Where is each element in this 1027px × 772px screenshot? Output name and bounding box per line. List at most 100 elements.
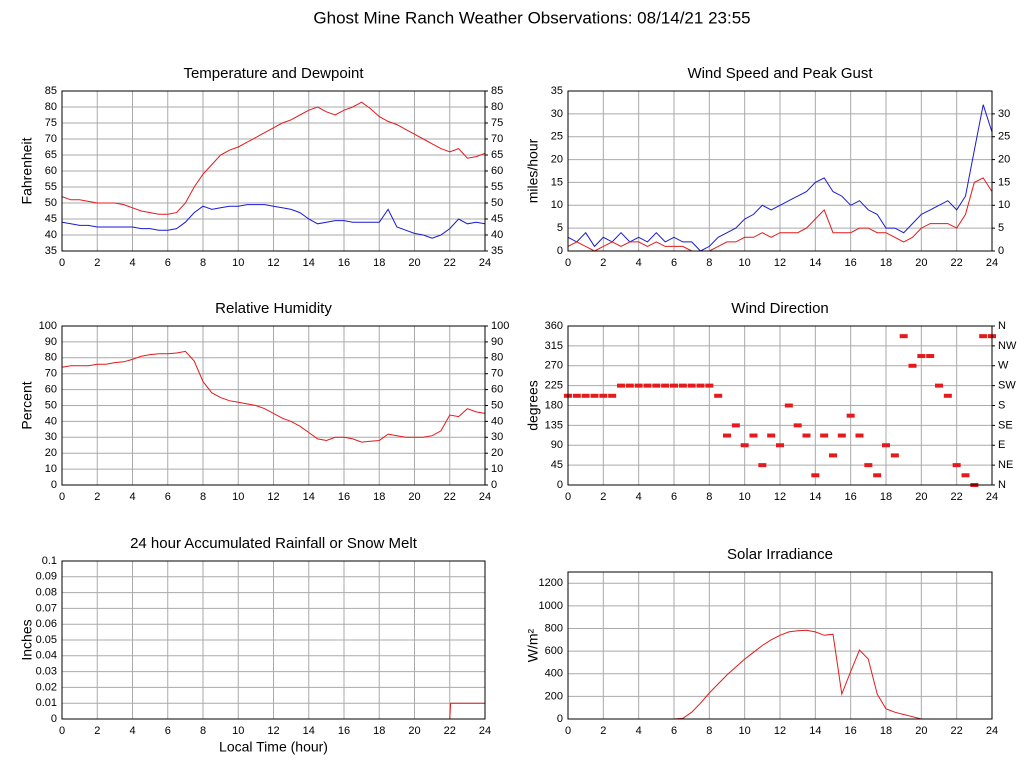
data-point: [935, 383, 943, 388]
y-tick-label: 45: [45, 213, 57, 225]
y-tick-label: 800: [545, 622, 563, 634]
data-point: [608, 393, 617, 398]
y-tick-label: 100: [39, 320, 57, 332]
data-point: [952, 463, 961, 468]
y2-tick-label: 60: [491, 384, 503, 396]
y-tick-label: 0: [51, 713, 57, 725]
plot-frame: [567, 325, 993, 486]
chart-title: Relative Humidity: [215, 300, 332, 317]
data-point: [943, 393, 952, 398]
y-tick-label: 20: [45, 447, 57, 459]
x-tick-label: 20: [408, 257, 420, 269]
y-tick-label: 0.04: [36, 650, 57, 662]
x-tick-label: 22: [951, 257, 963, 269]
y-tick-label: 5: [557, 222, 563, 234]
y-tick-label: 0.01: [36, 697, 57, 709]
y2-tick-label: E: [998, 439, 1005, 451]
x-tick-label: 18: [373, 491, 385, 503]
y-tick-label: 35: [45, 245, 57, 257]
x-tick-label: 16: [338, 491, 350, 503]
y2-tick-label: 40: [491, 415, 503, 427]
x-tick-label: 0: [565, 257, 571, 269]
y-tick-label: 0.09: [36, 571, 57, 583]
y2-tick-label: NE: [998, 459, 1013, 471]
x-tick-label: 24: [479, 491, 491, 503]
x-tick-label: 14: [809, 725, 821, 737]
y2-tick-label: W: [998, 360, 1009, 372]
y2-tick-label: N: [998, 320, 1006, 332]
y-tick-label: 0.07: [36, 602, 57, 614]
x-tick-label: 18: [880, 725, 892, 737]
x-tick-label: 20: [915, 725, 927, 737]
y-tick-label: 10: [551, 199, 563, 211]
y2-tick-label: 80: [491, 101, 503, 113]
x-tick-label: 24: [986, 257, 998, 269]
data-line: [61, 350, 486, 443]
plot-frame: [61, 325, 486, 486]
y-tick-label: 0: [557, 713, 563, 725]
y-tick-label: 65: [45, 149, 57, 161]
data-point: [776, 443, 784, 448]
y-axis-label: degrees: [525, 380, 541, 431]
data-point: [908, 363, 917, 368]
x-tick-label: 24: [986, 491, 998, 503]
y2-tick-label: 10: [998, 199, 1010, 211]
x-tick-label: 12: [267, 491, 279, 503]
y2-tick-label: 0: [491, 479, 497, 491]
x-tick-label: 2: [600, 725, 606, 737]
y2-tick-label: 30: [491, 431, 503, 443]
data-line: [61, 204, 486, 239]
x-tick-label: 4: [129, 491, 135, 503]
y-tick-label: 40: [45, 229, 57, 241]
y2-tick-label: 40: [491, 229, 503, 241]
y2-tick-label: 70: [491, 133, 503, 145]
y-axis-label: Inches: [19, 619, 35, 660]
x-tick-label: 10: [232, 491, 244, 503]
x-tick-label: 18: [373, 257, 385, 269]
y2-tick-label: 70: [491, 368, 503, 380]
y2-tick-label: 20: [491, 447, 503, 459]
x-tick-label: 10: [739, 257, 751, 269]
x-tick-label: 6: [671, 725, 677, 737]
data-point: [714, 393, 723, 398]
data-point: [723, 433, 731, 438]
y-tick-label: 40: [45, 415, 57, 427]
x-tick-label: 20: [915, 491, 927, 503]
x-tick-label: 14: [809, 491, 821, 503]
plot-frame: [567, 571, 993, 720]
data-point: [678, 383, 687, 388]
x-tick-label: 4: [636, 491, 642, 503]
x-tick-label: 2: [94, 725, 100, 737]
x-tick-label: 6: [165, 725, 171, 737]
x-tick-label: 4: [636, 725, 642, 737]
y-tick-label: 0.05: [36, 634, 57, 646]
y-tick-label: 10: [45, 463, 57, 475]
y-tick-label: 0: [557, 479, 563, 491]
x-tick-label: 2: [94, 491, 100, 503]
y-tick-label: 135: [545, 419, 563, 431]
x-tick-label: 8: [706, 257, 712, 269]
x-tick-label: 2: [94, 257, 100, 269]
x-tick-label: 20: [408, 725, 420, 737]
data-point: [652, 383, 661, 388]
data-point: [643, 383, 652, 388]
x-tick-label: 18: [880, 491, 892, 503]
y-tick-label: 0: [51, 479, 57, 491]
data-line: [567, 177, 993, 252]
x-tick-label: 22: [444, 257, 456, 269]
x-tick-label: 24: [986, 725, 998, 737]
y-tick-label: 0.1: [42, 555, 57, 567]
data-point: [705, 383, 714, 388]
y2-tick-label: 100: [491, 320, 509, 332]
x-tick-label: 20: [408, 491, 420, 503]
x-tick-label: 0: [59, 257, 65, 269]
y2-tick-label: 80: [491, 352, 503, 364]
data-point: [979, 334, 988, 339]
y-tick-label: 0: [557, 245, 563, 257]
y2-tick-label: 90: [491, 336, 503, 348]
y-tick-label: 400: [545, 668, 563, 680]
x-tick-label: 2: [600, 491, 606, 503]
x-tick-label: 2: [600, 257, 606, 269]
data-point: [811, 473, 820, 478]
